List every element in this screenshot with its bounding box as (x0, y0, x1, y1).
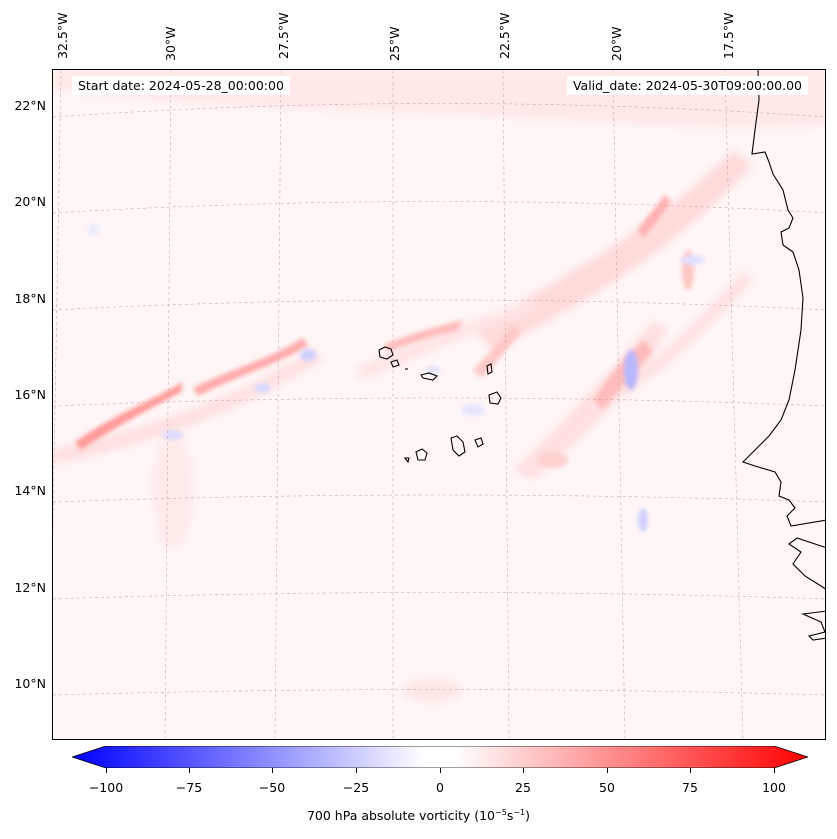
colorbar-label-suffix: ) (525, 808, 531, 824)
cbar-tick-label: −50 (258, 780, 286, 795)
colorbar-label: 700 hPa absolute vorticity (10−5s−1) (0, 808, 837, 823)
cbar-tick-label: −100 (88, 780, 124, 795)
map-panel (52, 69, 826, 740)
start-date-label: Start date: 2024-05-28_00:00:00 (72, 76, 290, 95)
lat-label-20n: 20°N (14, 194, 46, 209)
background-field (53, 70, 825, 739)
cbar-tick-label: 0 (436, 780, 444, 795)
cbar-tick (774, 768, 775, 773)
colorbar-gradient (72, 746, 808, 768)
lat-label-16n: 16°N (14, 387, 46, 402)
vorticity-map (53, 70, 825, 739)
lat-label-18n: 18°N (14, 291, 46, 306)
lon-label-32-5w: 32.5°W (55, 12, 70, 59)
lon-label-20w: 20°W (609, 26, 624, 61)
lon-label-30w: 30°W (163, 26, 178, 61)
lat-label-10n: 10°N (14, 676, 46, 691)
colorbar-label-exp2: −1 (513, 808, 526, 817)
cape-verde-islands (378, 346, 502, 464)
colorbar-label-mid: s (506, 808, 514, 824)
cbar-tick (440, 768, 441, 773)
cbar-tick (523, 768, 524, 773)
lon-label-27-5w: 27.5°W (276, 12, 291, 59)
cbar-tick (607, 768, 608, 773)
lon-label-22-5w: 22.5°W (497, 12, 512, 59)
vorticity-positive-core (75, 195, 694, 468)
cbar-tick-label: 25 (515, 780, 531, 795)
lat-label-22n: 22°N (14, 98, 46, 113)
cbar-tick (356, 768, 357, 773)
cbar-tick (189, 768, 190, 773)
cbar-tick-label: −25 (342, 780, 370, 795)
colorbar-label-exp1: −5 (495, 808, 507, 817)
lat-label-12n: 12°N (14, 580, 46, 595)
colorbar-label-prefix: 700 hPa absolute vorticity (10 (306, 808, 496, 824)
lon-label-25w: 25°W (387, 26, 402, 61)
vorticity-negative-patches (87, 224, 705, 532)
cbar-tick-label: −75 (175, 780, 203, 795)
cbar-tick-label: 50 (599, 780, 615, 795)
cbar-tick (106, 768, 107, 773)
cbar-tick-label: 100 (762, 780, 786, 795)
lat-label-14n: 14°N (14, 483, 46, 498)
cbar-tick (690, 768, 691, 773)
colorbar (72, 746, 808, 768)
africa-coastline (741, 70, 825, 641)
lon-label-17-5w: 17.5°W (721, 12, 736, 59)
valid-date-label: Valid_date: 2024-05-30T09:00:00.00 (566, 76, 808, 95)
cbar-tick-label: 75 (682, 780, 698, 795)
cbar-tick (272, 768, 273, 773)
graticule (53, 70, 825, 739)
